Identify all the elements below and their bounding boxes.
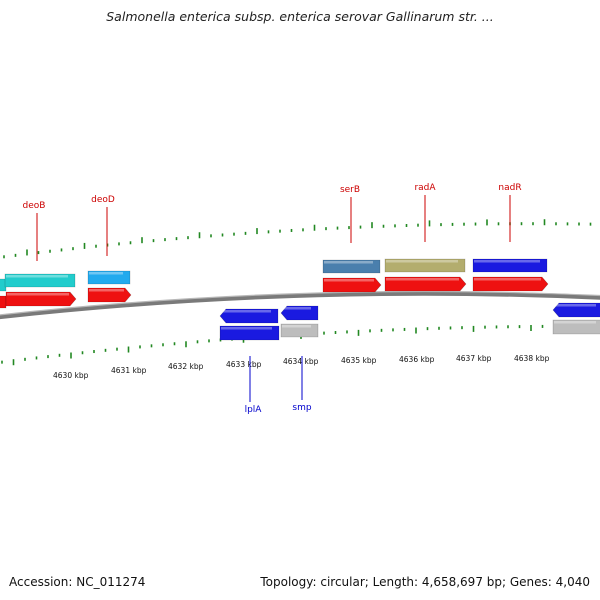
feature-highlight <box>474 278 541 281</box>
gene-feature <box>0 278 7 292</box>
gene-label-lpla: lplA <box>245 405 263 415</box>
feature-highlight <box>89 289 124 292</box>
feature-highlight <box>474 260 540 263</box>
axis-tick-label: 4633 kbp <box>226 360 262 369</box>
gene-feature <box>472 276 549 292</box>
gene-feature <box>384 276 467 292</box>
gene-feature <box>219 325 280 341</box>
accession-text: Accession: NC_011274 <box>9 575 146 589</box>
gene-feature <box>384 258 466 273</box>
axis-tick-label: 4637 kbp <box>456 354 492 363</box>
genome-backbone <box>0 291 600 320</box>
gene-feature <box>280 323 319 338</box>
gene-label-nadr: nadR <box>498 183 521 193</box>
gene-feature <box>5 291 77 307</box>
axis-tick-label: 4634 kbp <box>283 357 319 366</box>
axis-tick-label: 4631 kbp <box>111 366 147 375</box>
axis-tick-label: 4636 kbp <box>399 355 435 364</box>
feature-highlight <box>282 325 311 328</box>
feature-highlight <box>89 272 123 275</box>
gene-feature <box>322 259 381 274</box>
gene-label-smp: smp <box>292 403 311 413</box>
gene-feature <box>552 302 600 318</box>
gene-feature <box>322 277 382 293</box>
feature-highlight <box>386 278 459 281</box>
feature-highlight <box>386 260 458 263</box>
gene-labels: deoB deoD serB radA nadR lplA smp <box>23 183 522 415</box>
gene-label-deob: deoB <box>23 201 46 211</box>
gene-feature <box>472 258 548 273</box>
gene-label-serb: serB <box>340 185 360 195</box>
kbp-axis-labels: 4630 kbp 4631 kbp 4632 kbp 4633 kbp 4634 kbp… <box>53 354 550 380</box>
axis-tick-label: 4635 kbp <box>341 356 377 365</box>
genome-title: Salmonella enterica subsp. enterica sero… <box>106 9 494 24</box>
outer-tick-ring <box>3 219 592 259</box>
feature-highlight <box>7 293 69 296</box>
gene-feature <box>219 308 279 324</box>
gene-feature <box>4 273 76 288</box>
feature-highlight <box>554 304 596 307</box>
axis-tick-label: 4630 kbp <box>53 371 89 380</box>
feature-highlight <box>554 321 596 324</box>
feature-highlight <box>324 279 374 282</box>
gene-label-deod: deoD <box>91 195 115 205</box>
axis-tick-label: 4638 kbp <box>514 354 550 363</box>
feature-highlight <box>221 310 271 313</box>
gene-feature <box>87 287 132 303</box>
gene-feature <box>0 295 7 309</box>
gene-feature <box>280 305 319 321</box>
gene-features <box>0 258 600 341</box>
feature-highlight <box>221 327 272 330</box>
gene-feature <box>87 270 131 285</box>
gene-label-rada: radA <box>414 183 436 193</box>
feature-highlight <box>282 307 311 310</box>
topology-summary: Topology: circular; Length: 4,658,697 bp… <box>260 575 590 589</box>
feature-highlight <box>6 275 68 278</box>
feature-highlight <box>324 261 373 264</box>
gene-feature <box>552 319 600 335</box>
axis-tick-label: 4632 kbp <box>168 362 204 371</box>
